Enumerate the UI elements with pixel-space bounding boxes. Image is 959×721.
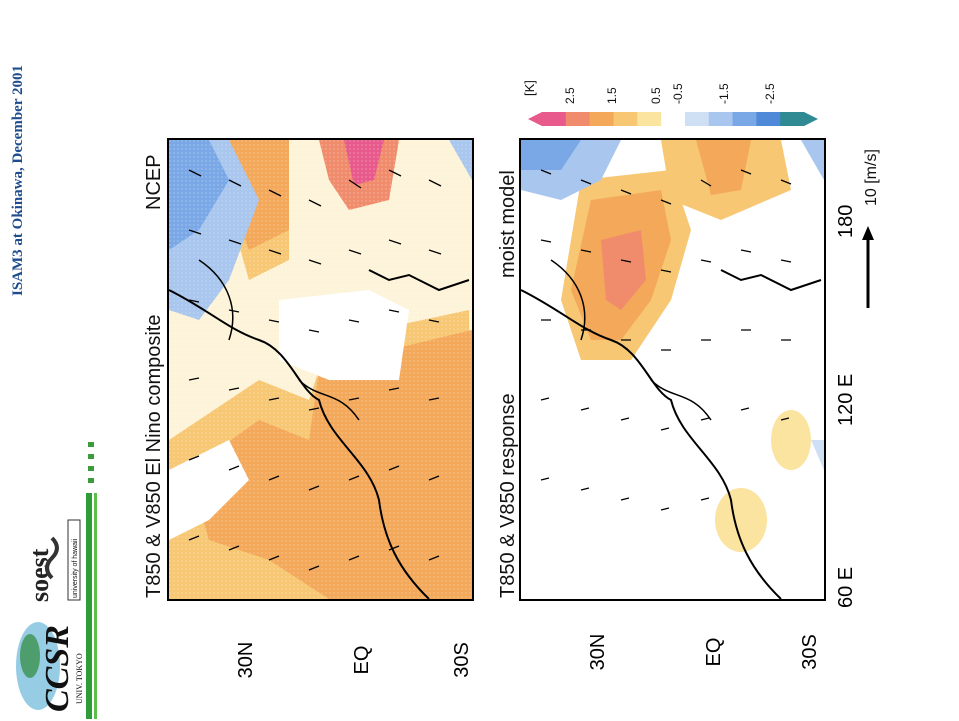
bottom-panel-source: moist model	[497, 170, 519, 278]
legend-tick-label: 1.5	[605, 87, 619, 104]
conference-title-text: ISAM3 at Okinawa, December 2001	[10, 65, 26, 296]
temperature-legend: [K] 2.5 1.5 0.5 -0.5 -1.5 -2.5	[522, 68, 822, 132]
legend-tick-label: 0.5	[649, 87, 663, 104]
legend-swatch	[780, 112, 805, 126]
ccsr-logo: CCSR UNIV. TOKYO	[10, 616, 90, 716]
legend-tick-label: -0.5	[671, 83, 685, 104]
legend-swatch	[661, 112, 686, 126]
top-lat-30s: 30S	[451, 642, 473, 678]
top-lat-30n: 30N	[235, 642, 257, 679]
lon-label-120e: 120 E	[835, 374, 857, 426]
legend-unit: [K]	[522, 80, 537, 96]
legend-swatch	[732, 112, 757, 126]
lon-label-60e: 60 E	[835, 567, 857, 608]
lon-label-180: 180	[835, 205, 857, 238]
legend-arrow-right	[804, 112, 818, 126]
bottom-panel-lat-labels: 30N EQ 30S	[580, 600, 840, 700]
bottom-panel-title: T850 & V850 response moist model	[492, 130, 520, 600]
top-panel-lat-labels: 30N EQ 30S	[230, 610, 490, 710]
bot-lat-30s: 30S	[799, 634, 821, 670]
legend-swatch	[708, 112, 734, 126]
bottom-panel-lon-labels: 60 E 120 E 180	[822, 130, 862, 610]
legend-swatch	[756, 112, 781, 126]
light-green-bar	[94, 493, 97, 719]
bottom-panel-title-text: T850 & V850 response	[497, 393, 519, 598]
top-lat-eq: EQ	[351, 646, 373, 675]
bot-lat-eq: EQ	[703, 638, 725, 667]
legend-tick-label: -2.5	[763, 83, 777, 104]
decorative-dashes	[84, 440, 100, 492]
legend-swatch	[637, 112, 662, 126]
soest-logo-sub: university of hawaii	[72, 538, 79, 598]
ccsr-logo-sub: UNIV. TOKYO	[75, 653, 84, 704]
map-panel-moist-model	[519, 138, 826, 601]
vector-key-arrow	[862, 226, 874, 308]
legend-swatch	[613, 112, 638, 126]
conference-title: ISAM3 at Okinawa, December 2001	[4, 4, 28, 300]
legend-arrow-left	[528, 112, 542, 126]
vector-key: 10 [m/s]	[836, 128, 884, 316]
legend-swatch	[684, 112, 710, 126]
green-bar	[86, 493, 92, 719]
map-panel-ncep	[167, 138, 474, 601]
legend-tick-label: -1.5	[717, 83, 731, 104]
top-panel-title: T850 & V850 El Nino composite NCEP	[138, 130, 166, 600]
ccsr-logo-text: CCSR	[39, 625, 76, 712]
legend-swatch	[542, 112, 567, 126]
legend-tick-label: 2.5	[563, 87, 577, 104]
legend-swatch	[589, 112, 614, 126]
top-panel-title-text: T850 & V850 El Nino composite	[143, 315, 165, 599]
legend-swatch	[565, 112, 591, 126]
soest-logo: soest university of hawaii	[12, 508, 84, 608]
bot-lat-30n: 30N	[587, 634, 609, 671]
top-panel-source: NCEP	[143, 154, 165, 210]
vector-key-label: 10 [m/s]	[863, 149, 880, 206]
